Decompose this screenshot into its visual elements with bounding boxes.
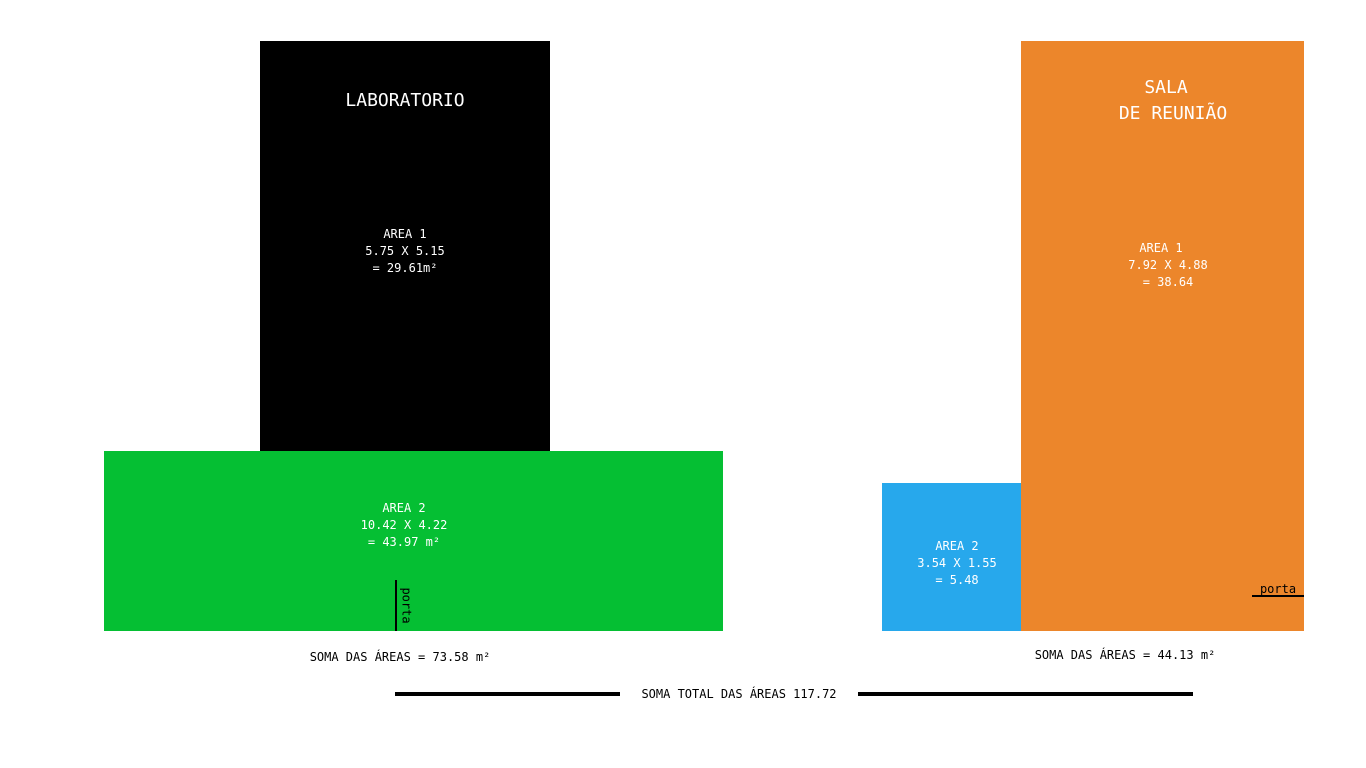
sala-reuniao-title-line2: DE REUNIÃO xyxy=(1118,103,1228,124)
sala-reuniao-title-line1: SALA xyxy=(1144,77,1188,98)
sala-reuniao-sum-label: SOMA DAS ÁREAS = 44.13 m² xyxy=(1034,648,1216,662)
laboratorio-door-line xyxy=(395,580,397,631)
sala-reuniao-area1-dimensions: 7.92 X 4.88 xyxy=(1128,258,1208,272)
sala-reuniao-area2-dimensions: 3.54 X 1.55 xyxy=(917,556,997,570)
total-line-right xyxy=(858,692,1193,696)
sala-reuniao-door-line xyxy=(1252,595,1304,597)
sala-reuniao-area2-result: = 5.48 xyxy=(935,573,979,587)
sala-reuniao-area1-label: AREA 1 xyxy=(1139,241,1183,255)
laboratorio-area1-block xyxy=(260,41,550,452)
laboratorio-area2-dimensions: 10.42 X 4.22 xyxy=(360,518,448,532)
laboratorio-area1-result: = 29.61m² xyxy=(372,261,438,275)
total-sum-label: SOMA TOTAL DAS ÁREAS 117.72 xyxy=(641,687,837,701)
laboratorio-title: LABORATORIO xyxy=(345,90,465,111)
laboratorio-area1-label: AREA 1 xyxy=(383,227,427,241)
total-line-left xyxy=(395,692,620,696)
laboratorio-area2-block xyxy=(104,451,723,631)
sala-reuniao-area2-block xyxy=(882,483,1021,631)
laboratorio-sum-label: SOMA DAS ÁREAS = 73.58 m² xyxy=(309,650,491,664)
sala-reuniao-door-label: porta xyxy=(1259,582,1297,596)
sala-reuniao-area1-result: = 38.64 xyxy=(1142,275,1194,289)
laboratorio-area2-result: = 43.97 m² xyxy=(367,535,441,549)
laboratorio-area1-dimensions: 5.75 X 5.15 xyxy=(365,244,445,258)
laboratorio-area2-label: AREA 2 xyxy=(382,501,426,515)
laboratorio-door-label: porta xyxy=(399,587,414,624)
sala-reuniao-area2-label: AREA 2 xyxy=(935,539,979,553)
sala-reuniao-area1-block xyxy=(1021,41,1304,631)
